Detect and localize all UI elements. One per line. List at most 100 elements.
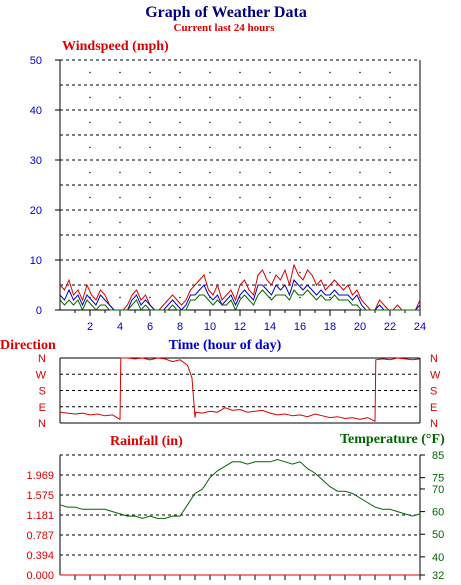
- grid-dot: [119, 221, 121, 224]
- grid-dot: [119, 246, 121, 249]
- temperature-tick-label: 32: [432, 570, 444, 582]
- grid-dot: [359, 71, 361, 74]
- grid-dot: [209, 196, 211, 199]
- x-tick-label: 18: [324, 321, 336, 333]
- grid-dot: [179, 146, 181, 149]
- temperature-tick-label: 60: [432, 507, 444, 519]
- grid-dot: [149, 196, 151, 199]
- x-tick-label: 10: [204, 321, 216, 333]
- grid-dot: [119, 121, 121, 124]
- rainfall-tick-label: 0.000: [26, 570, 54, 582]
- temperature-tick-label: 70: [432, 484, 444, 496]
- x-tick-label: 24: [414, 321, 426, 333]
- grid-dot: [149, 146, 151, 149]
- grid-dot: [239, 121, 241, 124]
- grid-dot: [329, 221, 331, 224]
- windspeed-series-line: [59, 263, 421, 311]
- direction-label: Direction: [0, 338, 56, 353]
- grid-dot: [239, 71, 241, 74]
- grid-dot: [299, 146, 301, 149]
- rainfall-label: Rainfall (in): [110, 434, 183, 449]
- grid-dot: [89, 171, 91, 174]
- grid-dot: [119, 271, 121, 274]
- grid-dot: [299, 246, 301, 249]
- grid-dot: [389, 146, 391, 149]
- grid-dot: [269, 71, 271, 74]
- rain-temp-panel: 0.000 0.394 0.787 1.181 1.575 1.969 32 40 50 60 70…: [26, 450, 444, 582]
- grid-dot: [299, 96, 301, 99]
- temperature-tick-label: 50: [432, 529, 444, 541]
- temperature-tick-label: 75: [432, 473, 444, 485]
- grid-dot: [389, 171, 391, 174]
- grid-dot: [239, 96, 241, 99]
- grid-dot: [359, 221, 361, 224]
- grid-dot: [149, 71, 151, 74]
- y-tick-label: 30: [30, 155, 42, 167]
- grid-dot: [179, 96, 181, 99]
- grid-dot: [179, 121, 181, 124]
- grid-dot: [239, 246, 241, 249]
- right-direction-tick: S: [430, 386, 437, 398]
- grid-dot: [89, 96, 91, 99]
- grid-dot: [149, 221, 151, 224]
- grid-dot: [119, 171, 121, 174]
- grid-dot: [89, 146, 91, 149]
- grid-dot: [89, 271, 91, 274]
- grid-dot: [179, 296, 181, 299]
- windspeed-series-line: [59, 289, 420, 312]
- temperature-tick-label: 40: [432, 552, 444, 564]
- x-tick-label: 14: [264, 321, 276, 333]
- grid-dot: [389, 71, 391, 74]
- direction-series-line: [59, 357, 421, 422]
- left-direction-tick: S: [39, 386, 46, 398]
- grid-dot: [389, 121, 391, 124]
- grid-dot: [179, 271, 181, 274]
- grid-dot: [179, 71, 181, 74]
- right-direction-tick: W: [430, 369, 441, 381]
- grid-dot: [149, 271, 151, 274]
- grid-dot: [299, 296, 301, 299]
- grid-dot: [269, 221, 271, 224]
- grid-dot: [119, 96, 121, 99]
- time-axis-label: Time (hour of day): [169, 338, 282, 353]
- grid-dot: [329, 246, 331, 249]
- grid-dot: [89, 246, 91, 249]
- grid-dot: [389, 246, 391, 249]
- grid-dot: [149, 296, 151, 299]
- temperature-series-line: [59, 458, 421, 519]
- grid-dot: [359, 96, 361, 99]
- rainfall-tick-label: 1.969: [26, 470, 54, 482]
- direction-panel: N NW WS SE EN N: [36, 353, 441, 430]
- grid-dot: [269, 271, 271, 274]
- grid-dot: [149, 171, 151, 174]
- grid-dot: [299, 221, 301, 224]
- grid-dot: [179, 196, 181, 199]
- y-tick-label: 10: [30, 255, 42, 267]
- x-tick-label: 12: [234, 321, 246, 333]
- grid-dot: [119, 196, 121, 199]
- grid-dot: [389, 296, 391, 299]
- y-tick-label: 40: [30, 105, 42, 117]
- grid-dot: [89, 121, 91, 124]
- grid-dot: [389, 196, 391, 199]
- grid-dot: [209, 71, 211, 74]
- grid-dot: [239, 221, 241, 224]
- grid-dot: [239, 196, 241, 199]
- grid-dot: [119, 146, 121, 149]
- grid-dot: [329, 146, 331, 149]
- x-tick-label: 8: [177, 321, 183, 333]
- rainfall-tick-label: 0.787: [26, 530, 54, 542]
- grid-dot: [209, 146, 211, 149]
- grid-dot: [89, 71, 91, 74]
- grid-dot: [299, 121, 301, 124]
- x-tick-label: 22: [384, 321, 396, 333]
- grid-dot: [269, 96, 271, 99]
- temperature-label: Temperature (°F): [340, 432, 445, 447]
- grid-dot: [329, 271, 331, 274]
- grid-dot: [299, 71, 301, 74]
- grid-dot: [269, 171, 271, 174]
- grid-dot: [389, 271, 391, 274]
- grid-dot: [299, 171, 301, 174]
